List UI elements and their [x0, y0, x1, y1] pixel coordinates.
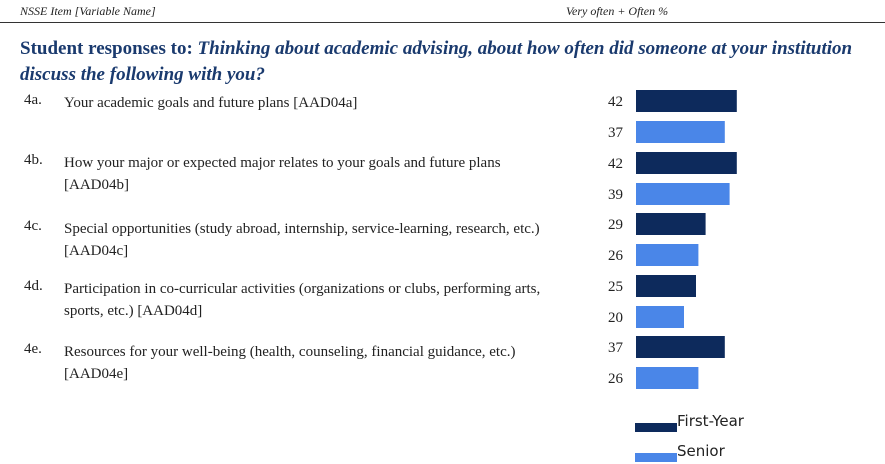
bar-senior — [636, 121, 725, 143]
bar-value-label: 29 — [608, 217, 623, 233]
bar-first-year — [636, 213, 706, 235]
item-text: Your academic goals and future plans [AA… — [64, 95, 358, 111]
bar-senior — [636, 183, 730, 205]
item-text: Resources for your well-being (health, c… — [64, 344, 516, 382]
bar-first-year — [636, 336, 725, 358]
bar-first-year — [636, 152, 737, 174]
item-number: 4e. — [24, 341, 42, 357]
item-number: 4c. — [24, 218, 42, 234]
bar-value-label: 25 — [608, 279, 623, 295]
legend-swatch-first-year — [635, 423, 677, 432]
table-header: NSSE Item [Variable Name] Very often + O… — [0, 0, 885, 23]
bar-first-year — [636, 90, 737, 112]
item-text: Participation in co-curricular activitie… — [64, 281, 541, 319]
title-lead: Student responses to: — [20, 38, 193, 59]
bar-value-label: 20 — [608, 310, 623, 326]
bar-value-label: 37 — [608, 340, 624, 356]
item-text: Special opportunities (study abroad, int… — [64, 221, 540, 259]
bar-value-label: 26 — [608, 371, 624, 387]
bar-value-label: 37 — [608, 125, 624, 141]
column-header-percent: Very often + Often % — [566, 4, 669, 18]
bar-value-label: 42 — [608, 94, 623, 110]
legend-label-senior: Senior — [677, 442, 725, 460]
bar-value-label: 42 — [608, 156, 623, 172]
bar-senior — [636, 244, 699, 266]
chart-title: Student responses to: Thinking about aca… — [20, 36, 880, 88]
column-header-item: NSSE Item [Variable Name] — [20, 4, 156, 18]
item-number: 4d. — [24, 278, 43, 294]
item-number: 4a. — [24, 92, 42, 108]
legend-swatch-senior — [635, 453, 677, 462]
bar-chart: 42 37 42 39 29 26 25 20 37 26 — [608, 90, 737, 389]
bar-value-label: 39 — [608, 187, 623, 203]
title-question: Thinking about academic advising, about … — [20, 38, 853, 85]
legend-label-first-year: First-Year — [677, 412, 744, 430]
item-number: 4b. — [24, 152, 43, 168]
bar-senior — [636, 367, 699, 389]
bar-value-label: 26 — [608, 248, 624, 264]
bar-senior — [636, 306, 684, 328]
item-text: How your major or expected major relates… — [64, 155, 501, 193]
bar-first-year — [636, 275, 696, 297]
